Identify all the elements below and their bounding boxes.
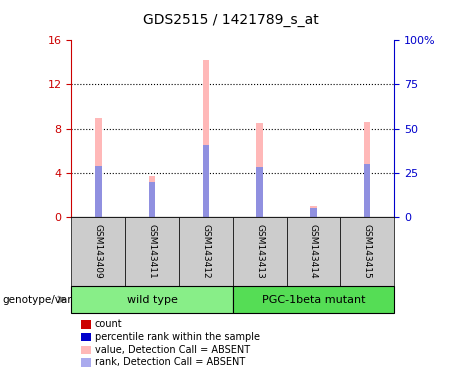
- Bar: [149, 176, 155, 217]
- Text: GSM143415: GSM143415: [363, 224, 372, 279]
- Text: count: count: [95, 319, 122, 329]
- Text: rank, Detection Call = ABSENT: rank, Detection Call = ABSENT: [95, 358, 245, 367]
- Bar: [95, 118, 101, 217]
- Text: GSM143413: GSM143413: [255, 224, 264, 279]
- Bar: [95, 166, 101, 217]
- Bar: [256, 167, 263, 217]
- Text: PGC-1beta mutant: PGC-1beta mutant: [262, 295, 365, 305]
- Bar: [256, 123, 263, 217]
- Text: percentile rank within the sample: percentile rank within the sample: [95, 332, 260, 342]
- Text: GSM143411: GSM143411: [148, 224, 157, 279]
- Bar: [149, 182, 155, 217]
- Text: wild type: wild type: [127, 295, 177, 305]
- Bar: [364, 164, 371, 217]
- Text: GSM143414: GSM143414: [309, 224, 318, 279]
- Text: GDS2515 / 1421789_s_at: GDS2515 / 1421789_s_at: [142, 13, 319, 27]
- Bar: [310, 206, 317, 217]
- Text: GSM143409: GSM143409: [94, 224, 103, 279]
- Text: value, Detection Call = ABSENT: value, Detection Call = ABSENT: [95, 345, 249, 355]
- Bar: [310, 208, 317, 217]
- Bar: [203, 145, 209, 217]
- Text: GSM143412: GSM143412: [201, 224, 210, 279]
- Text: genotype/variation: genotype/variation: [2, 295, 101, 305]
- Bar: [364, 122, 371, 217]
- Bar: [203, 60, 209, 217]
